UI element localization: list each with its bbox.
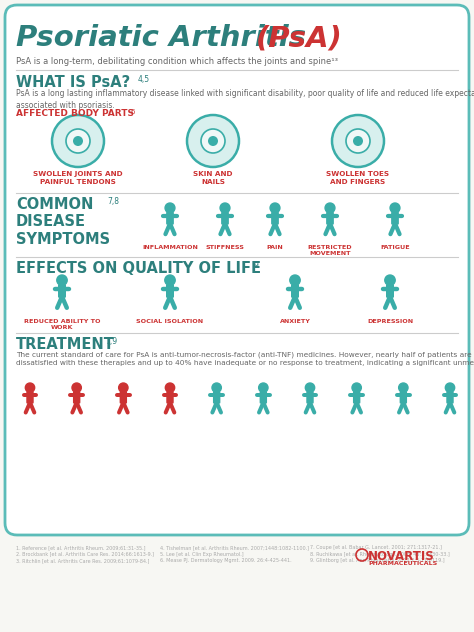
Circle shape bbox=[66, 129, 90, 153]
Circle shape bbox=[346, 129, 370, 153]
Circle shape bbox=[259, 383, 268, 392]
Text: STIFFNESS: STIFFNESS bbox=[206, 245, 245, 250]
FancyBboxPatch shape bbox=[260, 392, 266, 403]
Circle shape bbox=[187, 115, 239, 167]
Text: ANXIETY: ANXIETY bbox=[280, 319, 310, 324]
Circle shape bbox=[220, 203, 230, 213]
Text: WHAT IS PsA?: WHAT IS PsA? bbox=[16, 75, 130, 90]
Circle shape bbox=[165, 275, 175, 286]
Circle shape bbox=[165, 383, 175, 392]
FancyBboxPatch shape bbox=[354, 392, 360, 403]
Text: 7. Coupe [et al. Babar G. Lancet. 2001; 271:1317-21.]
8. Ruchikawa [et al. Rheum: 7. Coupe [et al. Babar G. Lancet. 2001; … bbox=[310, 545, 450, 563]
Circle shape bbox=[352, 383, 361, 392]
Circle shape bbox=[399, 383, 408, 392]
FancyBboxPatch shape bbox=[27, 392, 33, 403]
Text: 7,9: 7,9 bbox=[105, 337, 117, 346]
FancyBboxPatch shape bbox=[5, 5, 469, 535]
Circle shape bbox=[325, 203, 335, 213]
FancyBboxPatch shape bbox=[307, 392, 313, 403]
Text: REDUCED ABILITY TO
WORK: REDUCED ABILITY TO WORK bbox=[24, 319, 100, 330]
Text: (PsA): (PsA) bbox=[256, 24, 343, 52]
FancyBboxPatch shape bbox=[292, 285, 298, 297]
Text: 4,5: 4,5 bbox=[138, 75, 150, 84]
Circle shape bbox=[270, 203, 280, 213]
Circle shape bbox=[165, 203, 175, 213]
Circle shape bbox=[305, 383, 315, 392]
Text: INFLAMMATION: INFLAMMATION bbox=[142, 245, 198, 250]
FancyBboxPatch shape bbox=[392, 212, 398, 224]
Text: COMMON
DISEASE
SYMPTOMS: COMMON DISEASE SYMPTOMS bbox=[16, 197, 110, 247]
FancyBboxPatch shape bbox=[222, 212, 228, 224]
FancyBboxPatch shape bbox=[167, 392, 173, 403]
Text: 4. Tishelman [et al. Arthritis Rheum. 2007;1448:1082-1100.]
5. Lee [et al. Clin : 4. Tishelman [et al. Arthritis Rheum. 20… bbox=[160, 545, 309, 563]
Circle shape bbox=[118, 383, 128, 392]
Circle shape bbox=[353, 136, 363, 146]
FancyBboxPatch shape bbox=[167, 285, 173, 297]
Circle shape bbox=[52, 115, 104, 167]
Text: 7,8: 7,8 bbox=[107, 197, 119, 206]
Text: 9: 9 bbox=[254, 261, 259, 270]
FancyBboxPatch shape bbox=[387, 285, 393, 297]
FancyBboxPatch shape bbox=[447, 392, 453, 403]
Circle shape bbox=[73, 136, 83, 146]
FancyBboxPatch shape bbox=[401, 392, 406, 403]
Text: SWOLLEN TOES
AND FINGERS: SWOLLEN TOES AND FINGERS bbox=[327, 171, 390, 185]
FancyBboxPatch shape bbox=[272, 212, 278, 224]
Text: DEPRESSION: DEPRESSION bbox=[367, 319, 413, 324]
Circle shape bbox=[212, 383, 221, 392]
Text: NOVARTIS: NOVARTIS bbox=[368, 550, 435, 563]
Text: The current standard of care for PsA is anti-tumor-necrosis-factor (anti-TNF) me: The current standard of care for PsA is … bbox=[16, 351, 474, 365]
Circle shape bbox=[332, 115, 384, 167]
Text: AFFECTED BODY PARTS: AFFECTED BODY PARTS bbox=[16, 109, 134, 118]
Circle shape bbox=[208, 136, 218, 146]
FancyBboxPatch shape bbox=[214, 392, 219, 403]
Text: PsA is a long lasting inflammatory disease linked with significant disability, p: PsA is a long lasting inflammatory disea… bbox=[16, 89, 474, 110]
FancyBboxPatch shape bbox=[59, 285, 65, 297]
Text: 1. Reference [et al. Arthritis Rheum. 2009;61:31-35.]
2. Brockbank [et al. Arthr: 1. Reference [et al. Arthritis Rheum. 20… bbox=[16, 545, 154, 563]
Circle shape bbox=[57, 275, 67, 286]
Circle shape bbox=[445, 383, 455, 392]
Circle shape bbox=[25, 383, 35, 392]
FancyBboxPatch shape bbox=[120, 392, 127, 403]
FancyBboxPatch shape bbox=[327, 212, 333, 224]
Circle shape bbox=[390, 203, 400, 213]
Text: RESTRICTED
MOVEMENT: RESTRICTED MOVEMENT bbox=[308, 245, 352, 256]
Text: PsA is a long-term, debilitating condition which affects the joints and spine¹³: PsA is a long-term, debilitating conditi… bbox=[16, 57, 338, 66]
Text: SKIN AND
NAILS: SKIN AND NAILS bbox=[193, 171, 233, 185]
Text: FATIGUE: FATIGUE bbox=[380, 245, 410, 250]
Text: PHARMACEUTICALS: PHARMACEUTICALS bbox=[368, 561, 437, 566]
Text: PAIN: PAIN bbox=[266, 245, 283, 250]
Text: SOCIAL ISOLATION: SOCIAL ISOLATION bbox=[137, 319, 203, 324]
Circle shape bbox=[72, 383, 82, 392]
Text: EFFECTS ON QUALITY OF LIFE: EFFECTS ON QUALITY OF LIFE bbox=[16, 261, 261, 276]
Text: Psoriatic Arthritis: Psoriatic Arthritis bbox=[16, 24, 316, 52]
Circle shape bbox=[201, 129, 225, 153]
Text: SWOLLEN JOINTS AND
PAINFUL TENDONS: SWOLLEN JOINTS AND PAINFUL TENDONS bbox=[33, 171, 123, 185]
FancyBboxPatch shape bbox=[73, 392, 80, 403]
Text: 6: 6 bbox=[131, 109, 136, 115]
Text: TREATMENT: TREATMENT bbox=[16, 337, 115, 352]
FancyBboxPatch shape bbox=[167, 212, 173, 224]
Circle shape bbox=[385, 275, 395, 286]
Circle shape bbox=[290, 275, 300, 286]
